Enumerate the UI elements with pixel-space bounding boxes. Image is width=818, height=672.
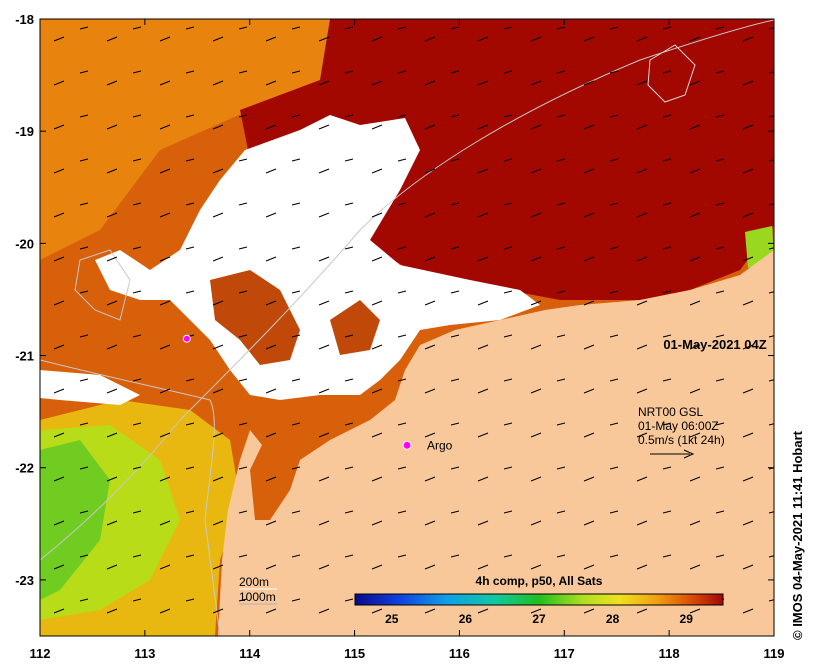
depth-legend-1000m: 1000m (239, 590, 276, 604)
colorbar-tick-label: 27 (532, 612, 546, 626)
argo-label: Argo (427, 438, 453, 452)
colorbar-title: 4h comp, p50, All Sats (476, 574, 603, 588)
site-marker (182, 334, 191, 343)
argo-float-marker (402, 440, 412, 450)
y-tick-label: -20 (15, 236, 34, 251)
current-vectors (40, 19, 774, 636)
map-plot-area (40, 19, 774, 636)
colorbar-tick-label: 28 (606, 612, 620, 626)
y-tick-label: -22 (15, 461, 34, 476)
colorbar-tick-label: 29 (680, 612, 694, 626)
credit-label: © IMOS 04-May-2021 11:41 Hobart (790, 431, 805, 640)
current-legend-time: 01-May 06:00Z (638, 419, 719, 433)
y-tick-label: -19 (15, 124, 34, 139)
x-tick-label: 112 (30, 646, 51, 661)
current-legend-model: NRT00 GSL (638, 405, 703, 419)
y-axis: -18 -19 -20 -21 -22 -23 (15, 12, 774, 588)
colorbar-tick-label: 25 (385, 612, 399, 626)
x-tick-label: 115 (344, 646, 365, 661)
timestamp-label: 01-May-2021 04Z (663, 337, 766, 352)
colorbar-ticks: 25 26 27 28 29 (385, 612, 693, 626)
x-tick-label: 119 (764, 646, 785, 661)
x-tick-label: 117 (554, 646, 575, 661)
x-tick-label: 118 (659, 646, 680, 661)
colorbar (354, 593, 724, 606)
x-tick-label: 113 (134, 646, 155, 661)
x-axis: 112 113 114 115 116 117 118 119 (30, 19, 785, 661)
current-legend-arrowhead-icon (683, 449, 695, 459)
y-tick-label: -21 (15, 349, 34, 364)
plot-frame (39, 18, 775, 637)
x-tick-label: 114 (239, 646, 261, 661)
depth-legend-200m: 200m (239, 575, 269, 589)
y-tick-label: -18 (15, 12, 34, 27)
y-tick-label: -23 (15, 573, 34, 588)
colorbar-tick-label: 26 (459, 612, 473, 626)
x-tick-label: 116 (449, 646, 470, 661)
current-legend-scale: 0.5m/s (1kt 24h) (638, 433, 725, 447)
